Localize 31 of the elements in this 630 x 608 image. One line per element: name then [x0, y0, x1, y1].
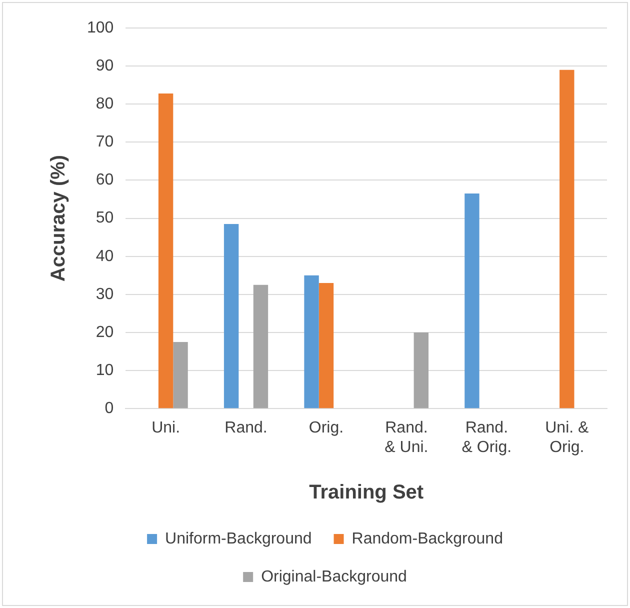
legend-label: Original-Background: [261, 568, 407, 586]
y-tick-label: 20: [96, 324, 114, 341]
y-tick-label: 40: [96, 248, 114, 265]
y-tick-label: 60: [96, 172, 114, 189]
bar: [560, 70, 574, 408]
bar: [224, 224, 239, 408]
x-tick-label: Rand. & Uni.: [384, 420, 428, 456]
x-tick-label: Uni.: [152, 420, 180, 437]
y-tick-label: 50: [96, 210, 114, 227]
legend-label: Uniform-Background: [165, 530, 312, 548]
bar: [318, 283, 334, 408]
x-axis-title: Training Set: [309, 482, 424, 504]
x-tick-label: Rand.: [224, 420, 268, 437]
bar: [414, 332, 429, 408]
y-tick-label: 80: [96, 96, 114, 113]
y-tick-label: 70: [96, 134, 114, 151]
bar: [464, 194, 480, 408]
y-tick-label: 0: [104, 400, 114, 418]
bar: [173, 342, 188, 408]
y-tick-label: 30: [96, 286, 114, 303]
y-axis-title: Accuracy (%): [48, 154, 70, 282]
x-tick-label: Orig.: [308, 420, 344, 437]
x-tick-label: Uni. & Orig.: [545, 420, 589, 456]
bar: [158, 93, 174, 408]
bar: [304, 275, 319, 408]
legend-label: Random-Background: [352, 530, 503, 548]
bar: [253, 284, 268, 408]
x-tick-label: Rand. & Orig.: [462, 420, 512, 456]
y-tick-label: 10: [96, 362, 114, 379]
y-tick-label: 90: [96, 57, 114, 74]
y-tick-label: 100: [86, 19, 114, 36]
